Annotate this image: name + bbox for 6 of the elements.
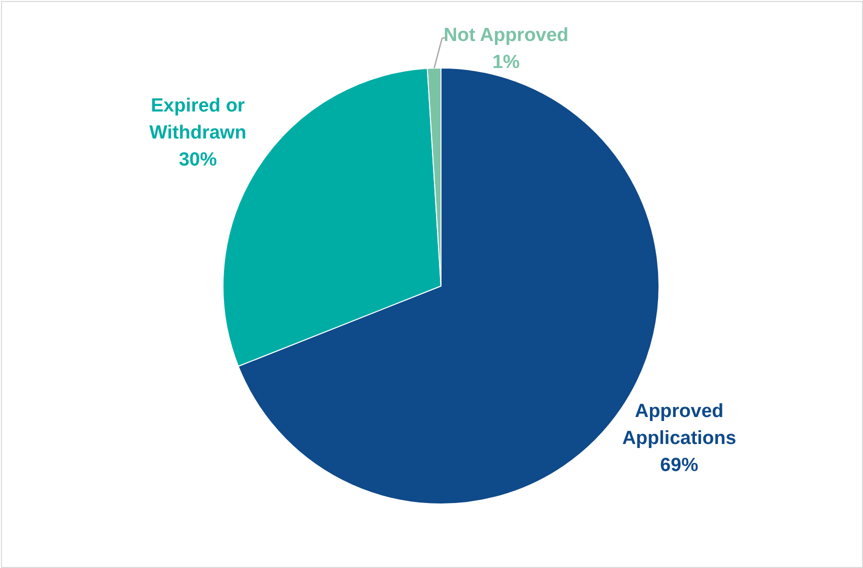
slice-label: Approved Applications xyxy=(622,400,736,449)
slice-label: Not Approved xyxy=(444,25,569,46)
data-label: 30% xyxy=(178,150,217,171)
slice-label: Expired or Withdrawn xyxy=(149,96,246,144)
data-label: 69% xyxy=(660,454,698,476)
data-label: 1% xyxy=(492,52,520,73)
